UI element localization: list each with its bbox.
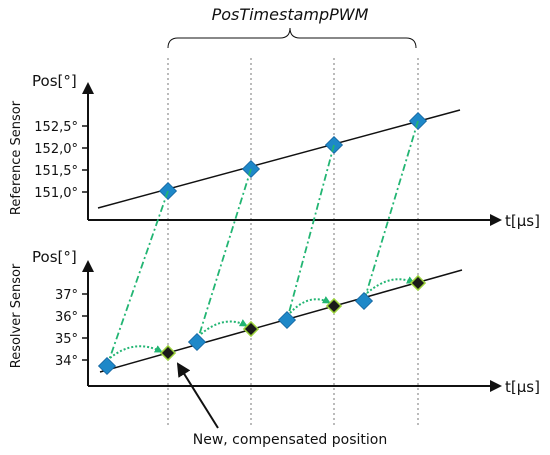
resolver-plot: Pos[°] t[µs] Resolver Sensor 37° 36° 35°… [9,120,540,396]
resolver-tick-label: 35° [55,332,78,347]
resolver-marker [354,291,374,311]
annotation-arrow [176,362,219,429]
resolver-y-unit: Pos[°] [32,248,77,266]
compensated-marker [325,297,343,315]
compensation-arc [289,296,331,314]
compensated-marker [242,320,260,338]
reference-markers [158,111,428,201]
reference-trend-line [97,109,461,209]
connector-line [363,120,419,302]
reference-plot: Pos[°] t[µs] Reference Sensor 152,5° 152… [9,72,540,230]
reference-tick-label: 151,5° [34,164,78,179]
reference-y-unit: Pos[°] [32,72,77,90]
compensation-arc [366,276,415,294]
timestamp-brace [167,27,417,49]
resolver-tick-label: 34° [55,354,78,369]
reference-tick-label: 152,0° [34,142,78,157]
reference-sensor-label: Reference Sensor [9,100,24,215]
connector-line [286,144,335,321]
resolver-sensor-label: Resolver Sensor [9,263,24,368]
timestamp-connectors [106,120,419,367]
resolver-tick-label: 36° [55,310,78,325]
resolver-tick-label: 37° [55,288,78,303]
reference-ticks [82,125,88,193]
resolver-marker [187,332,207,352]
reference-x-unit: t[µs] [505,212,540,230]
resolver-markers [97,291,374,376]
resolver-marker [277,310,297,330]
connector-line [196,168,252,343]
compensated-marker [409,274,427,292]
reference-tick-label: 152,5° [34,120,78,135]
reference-tick-label: 151,0° [34,186,78,201]
compensated-markers [159,274,427,362]
resolver-x-unit: t[µs] [505,378,540,396]
diagram-title: PosTimestampPWM [212,5,369,24]
connector-line [106,190,169,367]
compensation-arc [109,345,163,359]
compensation-arc [200,319,248,335]
timestamp-lines [167,58,419,428]
annotation-label: New, compensated position [193,432,387,448]
compensation-arcs [109,276,415,359]
compensated-marker [159,344,177,362]
resolver-marker [97,356,117,376]
resolver-ticks [82,293,88,361]
